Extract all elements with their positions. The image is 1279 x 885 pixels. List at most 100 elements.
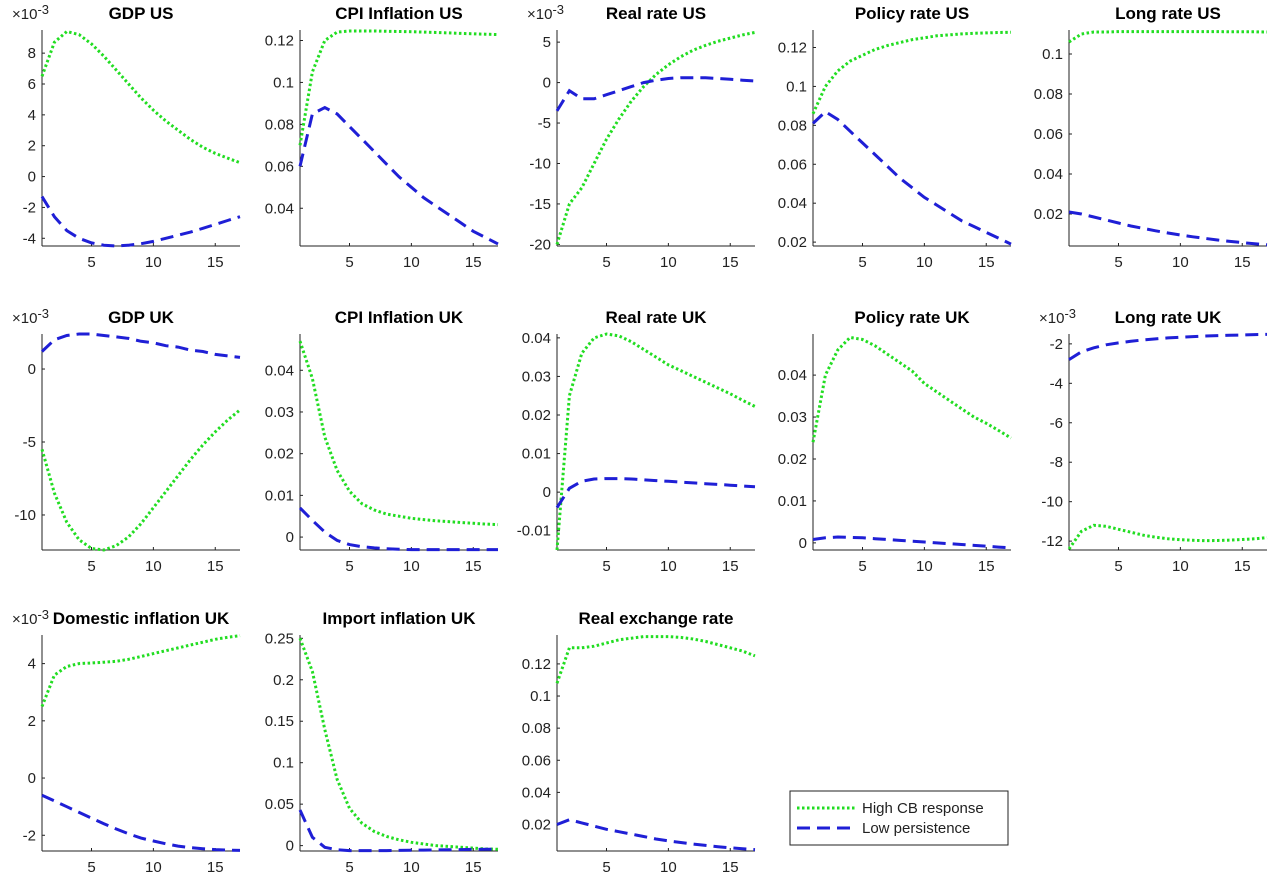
y-multiplier: ×10-3 <box>12 2 49 23</box>
x-tick-label: 5 <box>345 859 353 876</box>
x-tick-label: 10 <box>403 558 420 575</box>
y-tick-label: 0.06 <box>1034 126 1063 143</box>
y-tick-label: 0.1 <box>786 78 807 95</box>
series-line <box>555 76 756 112</box>
y-tick-label: 0 <box>286 529 294 546</box>
y-multiplier: ×10-3 <box>12 306 49 327</box>
y-tick-label: -10 <box>1041 494 1063 511</box>
x-tick-label: 10 <box>916 254 933 271</box>
multiplier-exponent: -3 <box>1064 306 1076 321</box>
subplot-title: Long rate UK <box>1115 308 1222 327</box>
series-line <box>40 195 241 248</box>
x-tick-label: 5 <box>602 859 610 876</box>
series-line <box>41 793 241 852</box>
x-tick-label: 5 <box>602 558 610 575</box>
x-tick-label: 15 <box>1234 254 1251 271</box>
series-line <box>555 332 756 551</box>
series-line <box>1067 523 1268 550</box>
y-tick-label: 0.15 <box>265 713 294 730</box>
x-tick-label: 10 <box>916 558 933 575</box>
x-tick-label: 15 <box>978 558 995 575</box>
series-line <box>40 29 241 165</box>
y-tick-label: 2 <box>28 713 36 730</box>
y-tick-label: 6 <box>28 76 36 93</box>
x-tick-label: 5 <box>345 558 353 575</box>
y-tick-label: -8 <box>1050 454 1063 471</box>
y-tick-label: 0.04 <box>265 200 294 217</box>
series-line <box>556 818 756 852</box>
series-line <box>40 408 241 552</box>
y-tick-label: 0.12 <box>265 32 294 49</box>
subplot-title: Real exchange rate <box>579 609 734 628</box>
y-tick-label: 0.08 <box>522 720 551 737</box>
y-tick-label: -6 <box>1050 415 1063 432</box>
legend-label: High CB response <box>862 800 984 817</box>
x-tick-label: 15 <box>722 254 739 271</box>
multiplier-base: ×10 <box>12 611 37 628</box>
y-tick-label: 0.04 <box>778 195 807 212</box>
y-tick-label: 0.02 <box>265 446 294 463</box>
y-tick-label: 8 <box>28 45 36 62</box>
y-tick-label: 0.02 <box>1034 206 1063 223</box>
series-line <box>298 105 499 246</box>
y-tick-label: -4 <box>1050 375 1063 392</box>
y-tick-label: 0 <box>28 361 36 378</box>
multiplier-base: ×10 <box>1039 310 1064 327</box>
x-tick-label: 15 <box>722 558 739 575</box>
series-line <box>811 109 1012 246</box>
y-tick-label: 0.03 <box>778 409 807 426</box>
y-tick-label: -15 <box>529 196 551 213</box>
subplot-title: Policy rate UK <box>854 308 970 327</box>
y-tick-label: 0.06 <box>265 158 294 175</box>
x-tick-label: 10 <box>660 859 677 876</box>
subplot-title: CPI Inflation US <box>335 4 463 23</box>
y-tick-label: 0.01 <box>522 446 551 463</box>
y-tick-label: 0.01 <box>778 493 807 510</box>
x-tick-label: 10 <box>403 254 420 271</box>
multiplier-exponent: -3 <box>37 607 49 622</box>
x-tick-label: 15 <box>722 859 739 876</box>
subplot-title: Real rate US <box>606 4 706 23</box>
subplot-title: Import inflation UK <box>323 609 477 628</box>
x-tick-label: 10 <box>145 254 162 271</box>
y-tick-label: 2 <box>28 138 36 155</box>
y-tick-label: 0.02 <box>522 407 551 424</box>
multiplier-base: ×10 <box>527 6 552 23</box>
y-tick-label: 0.1 <box>273 755 294 772</box>
y-multiplier: ×10-3 <box>1039 306 1076 327</box>
x-tick-label: 10 <box>660 558 677 575</box>
y-tick-label: 0.03 <box>522 368 551 385</box>
y-tick-label: 0.04 <box>1034 166 1063 183</box>
series-line <box>811 335 1012 443</box>
y-tick-label: 0.01 <box>265 487 294 504</box>
y-tick-label: 0 <box>28 770 36 787</box>
y-tick-label: -4 <box>23 230 36 247</box>
x-tick-label: 15 <box>207 859 224 876</box>
x-tick-label: 5 <box>1114 558 1122 575</box>
series-line <box>812 535 1012 550</box>
subplot-title: Long rate US <box>1115 4 1221 23</box>
subplot-title: Domestic inflation UK <box>53 609 230 628</box>
series-line <box>298 637 499 851</box>
y-tick-label: 0.08 <box>778 117 807 134</box>
y-tick-label: 0.1 <box>1042 46 1063 63</box>
x-tick-label: 5 <box>87 859 95 876</box>
series-line <box>1068 332 1268 361</box>
subplot-title: CPI Inflation UK <box>335 308 464 327</box>
series-line <box>298 340 499 527</box>
y-tick-label: -2 <box>23 827 36 844</box>
y-tick-label: 5 <box>543 34 551 51</box>
y-tick-label: 0 <box>28 169 36 186</box>
x-tick-label: 15 <box>465 859 482 876</box>
y-tick-label: -0.01 <box>517 523 551 540</box>
x-tick-label: 15 <box>465 254 482 271</box>
x-tick-label: 10 <box>1172 254 1189 271</box>
y-tick-label: 0 <box>799 535 807 552</box>
x-tick-label: 10 <box>1172 558 1189 575</box>
y-tick-label: 0.02 <box>778 451 807 468</box>
x-tick-label: 5 <box>858 254 866 271</box>
y-tick-label: 4 <box>28 107 36 124</box>
subplot-title: GDP US <box>109 4 174 23</box>
y-tick-label: 0.1 <box>530 688 551 705</box>
